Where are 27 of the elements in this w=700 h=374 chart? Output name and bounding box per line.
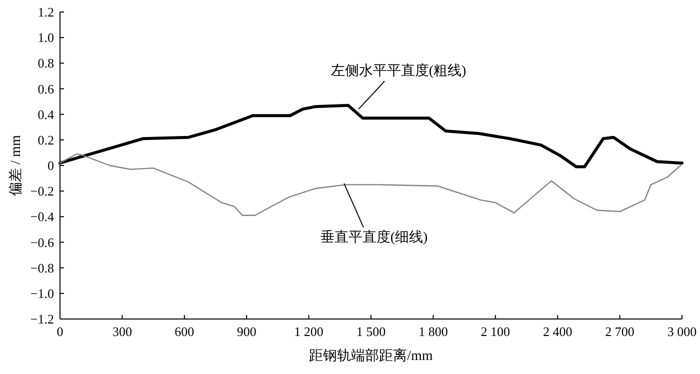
y-tick-label: 1.2 xyxy=(38,4,54,20)
y-tick-label: 0.8 xyxy=(38,56,54,71)
x-tick-label: 300 xyxy=(112,324,132,339)
x-tick-label: 2 100 xyxy=(480,324,510,339)
x-axis-title: 距钢轨端部距离/mm xyxy=(309,348,433,364)
y-tick-label: 0 xyxy=(48,158,54,173)
x-tick-label: 1 500 xyxy=(356,324,386,339)
y-tick-label: −0.2 xyxy=(30,184,54,199)
x-tick-label: 3 000 xyxy=(667,324,697,339)
x-tick-label: 1 200 xyxy=(294,324,324,339)
y-tick-label: 0.4 xyxy=(38,106,54,122)
y-tick-label: −0.4 xyxy=(30,209,54,224)
x-tick-label: 900 xyxy=(236,324,256,339)
y-tick-label: −0.8 xyxy=(30,260,54,276)
y-tick-label: 0.6 xyxy=(38,81,54,96)
annotation: 垂直平直度(细线) xyxy=(320,229,428,246)
y-tick-label: −1.0 xyxy=(30,286,54,301)
y-tick-label: 0.2 xyxy=(38,132,54,148)
y-tick-label: 1.0 xyxy=(38,30,54,46)
x-tick-label: 2 700 xyxy=(605,324,634,339)
x-tick-label: 1 800 xyxy=(418,324,448,339)
x-tick-label: 600 xyxy=(174,324,194,339)
x-tick-label: 2 400 xyxy=(542,324,572,339)
y-axis-title: 偏差 / mm xyxy=(8,135,24,196)
annotation: 左侧水平平直度(粗线) xyxy=(330,63,467,80)
y-tick-label: −1.2 xyxy=(30,312,54,326)
y-tick-label: −0.6 xyxy=(30,234,54,250)
